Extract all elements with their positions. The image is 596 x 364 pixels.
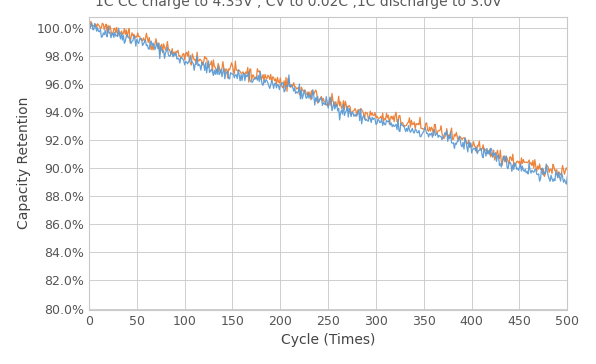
Y-axis label: Capacity Retention: Capacity Retention (17, 97, 30, 229)
Text: 1C CC charge to 4.35V , CV to 0.02C ,1C discharge to 3.0V: 1C CC charge to 4.35V , CV to 0.02C ,1C … (95, 0, 501, 9)
X-axis label: Cycle (Times): Cycle (Times) (281, 333, 375, 347)
